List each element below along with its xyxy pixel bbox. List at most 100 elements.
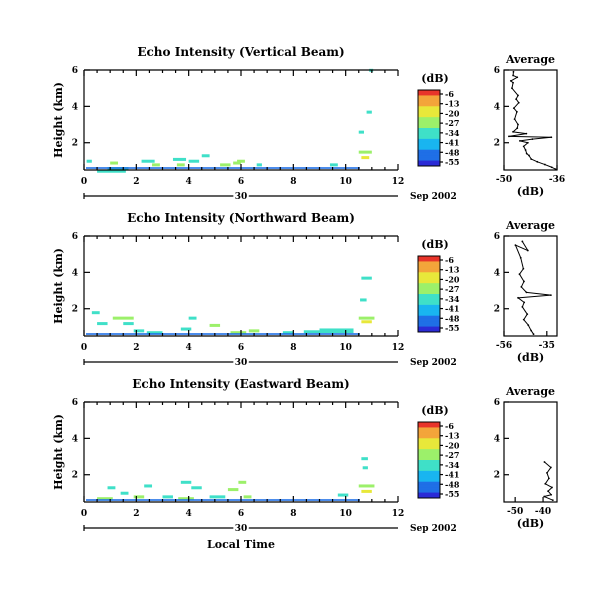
y-tick-label: 2 [72, 139, 78, 149]
x-tick-label: 6 [238, 177, 244, 187]
colorbar-segment [418, 465, 440, 469]
average-y-tick-label: 6 [494, 232, 500, 242]
profile-point [523, 280, 525, 283]
heatmap-cell [176, 163, 185, 167]
profile-point [554, 168, 557, 170]
colorbar-segment [418, 119, 440, 124]
heatmap-cell [162, 495, 173, 499]
profile-segment [526, 291, 551, 296]
colorbar-segment [418, 329, 440, 333]
heatmap-cell [133, 495, 145, 499]
average-y-tick-label: 2 [494, 139, 500, 149]
profile-segment [532, 136, 552, 140]
y-tick-label: 6 [72, 232, 78, 242]
colorbar-tick-label: -41 [445, 304, 459, 314]
profile-segment [518, 294, 551, 299]
average-y-tick-label: 4 [494, 268, 500, 278]
profile-segment [519, 273, 525, 282]
heatmap-cell [146, 331, 163, 335]
x-tick-label: 2 [133, 343, 139, 353]
colorbar-segment [418, 446, 440, 450]
heatmap-cell [97, 497, 113, 501]
panel-title: Echo Intensity (Eastward Beam) [132, 377, 349, 391]
colorbar-tick-label: -13 [445, 431, 460, 441]
profile-point [551, 486, 553, 489]
profile-point [514, 244, 517, 246]
colorbar-segment [418, 106, 440, 110]
heatmap-cell [362, 466, 368, 470]
profile-segment [511, 82, 514, 89]
heatmap-cell [248, 329, 260, 333]
profile-point [550, 136, 553, 139]
heatmap-cell [361, 156, 370, 160]
colorbar-segment [418, 487, 440, 491]
profile-point [515, 110, 518, 113]
colorbar-segment [418, 266, 440, 271]
heatmap-cell [366, 110, 372, 114]
x-tick-label: 12 [392, 509, 405, 519]
profile-segment [513, 131, 527, 135]
x-axis-label: Local Time [207, 538, 275, 551]
profile-segment [510, 76, 518, 82]
colorbar-segment [418, 484, 440, 488]
heatmap-cell [144, 484, 153, 488]
y-tick-label: 6 [72, 66, 78, 76]
average-y-tick-label: 6 [494, 398, 500, 408]
heatmap-cell [237, 159, 245, 163]
heatmap-cell [172, 157, 187, 161]
y-tick-label: 6 [72, 398, 78, 408]
colorbar-segment [418, 473, 440, 477]
profile-point [551, 499, 554, 502]
colorbar-segment [418, 315, 440, 319]
colorbar-segment [418, 152, 440, 156]
colorbar-segment [418, 468, 440, 472]
profile-segment [519, 268, 524, 275]
colorbar-frame [417, 421, 441, 499]
profile-segment [508, 135, 552, 138]
colorbar-segment [418, 435, 440, 439]
colorbar-segment [418, 323, 440, 328]
profile-segment [514, 118, 519, 125]
x-tick-label: 2 [133, 509, 139, 519]
date-label: Sep 2002 [410, 192, 457, 202]
average-x-tick-label: -50 [496, 175, 512, 185]
average-title: Average [505, 385, 555, 398]
profile-point [536, 160, 539, 163]
colorbar-tick-label: -34 [445, 460, 460, 470]
colorbar-segment [418, 141, 440, 145]
profile-point [518, 273, 521, 276]
profile-segment [513, 102, 520, 109]
heatmap-cell [243, 495, 252, 499]
x-tick-label: 8 [290, 177, 296, 187]
colorbar-segment [418, 114, 440, 118]
y-axis-label: Height (km) [52, 414, 65, 490]
colorbar-tick-label: -20 [445, 440, 460, 450]
heatmap-cell [361, 276, 372, 280]
colorbar-segment [418, 302, 440, 306]
profile-point [512, 81, 514, 84]
profile-point [543, 461, 546, 463]
profile-point [549, 466, 552, 469]
profile-point [544, 482, 547, 485]
colorbar-segment [418, 291, 440, 295]
average-frame [503, 235, 558, 337]
profile-segment [515, 244, 529, 252]
colorbar-segment [418, 125, 440, 129]
colorbar-segment [418, 430, 440, 434]
colorbar-segment [418, 313, 440, 317]
profile-point [519, 256, 522, 259]
profile-point [527, 324, 530, 326]
profile-segment [545, 483, 553, 488]
heatmap-cell [360, 298, 367, 302]
average-y-tick-label: 2 [494, 471, 500, 481]
profile-point [515, 98, 518, 100]
colorbar-segment [418, 489, 440, 494]
colorbar-segment [418, 462, 440, 466]
colorbar-segment [418, 280, 440, 284]
x-tick-label: 4 [186, 343, 192, 353]
colorbar-tick-label: -20 [445, 108, 460, 118]
colorbar-segment [418, 90, 440, 94]
day-label: 30 [235, 524, 248, 534]
profile-segment [521, 306, 528, 315]
